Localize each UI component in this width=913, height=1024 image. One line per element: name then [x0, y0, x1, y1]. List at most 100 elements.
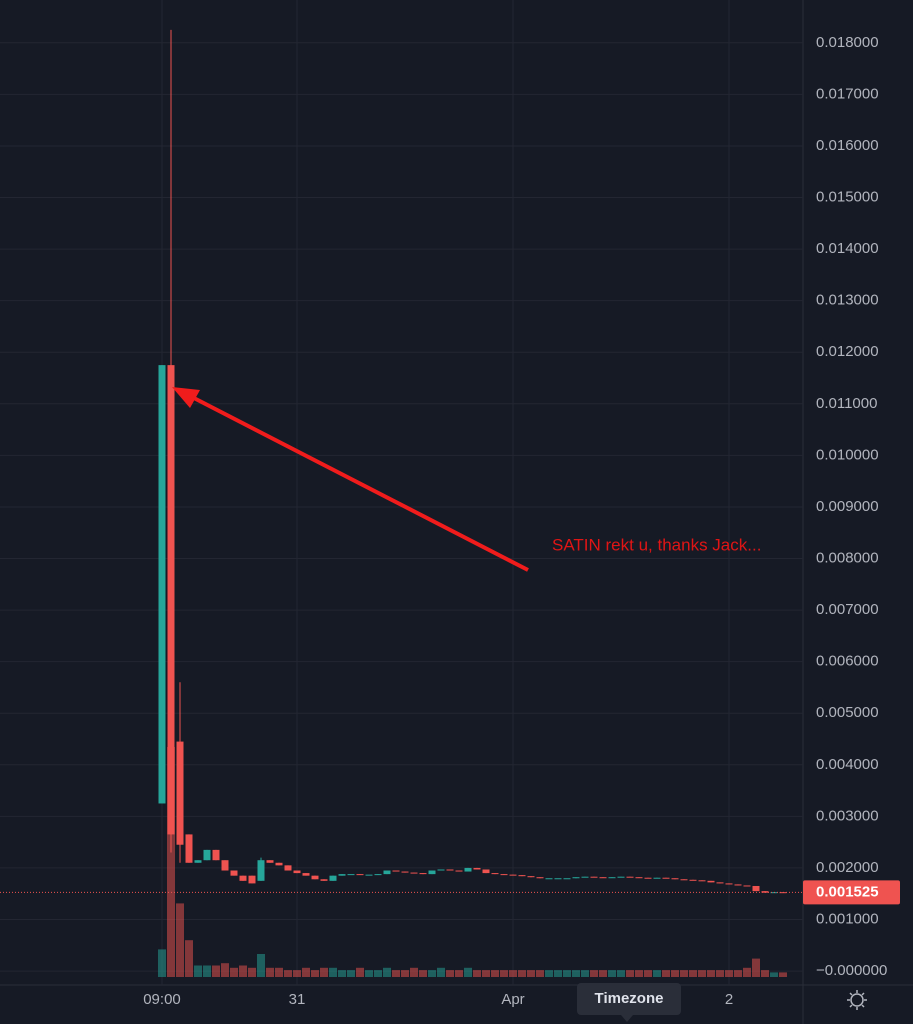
volume-bar — [482, 970, 490, 977]
candle-body — [158, 365, 166, 804]
candle-body — [257, 860, 265, 881]
annotation-arrow — [189, 394, 529, 572]
candle-body — [230, 870, 238, 876]
volume-bar — [338, 970, 346, 977]
volume-bar — [734, 970, 742, 977]
volume-bar — [266, 967, 274, 977]
volume-bar — [527, 970, 535, 977]
candle-body — [743, 885, 751, 887]
volume-bar — [284, 970, 292, 977]
volume-bar — [257, 954, 265, 977]
candle-body — [500, 874, 508, 876]
candle-body — [572, 877, 580, 879]
volume-bar — [320, 967, 328, 977]
candle-body — [599, 877, 607, 879]
candle-body — [410, 872, 418, 874]
y-tick-label: −0.000000 — [816, 962, 887, 979]
candle-body — [311, 875, 319, 880]
candle-body — [608, 877, 616, 879]
volume-bar — [599, 970, 607, 977]
candle-body — [203, 849, 211, 861]
candle-body — [392, 870, 400, 872]
volume-bar — [221, 963, 229, 977]
candle-body — [563, 878, 571, 880]
axes: 0.018000 0.017000 0.016000 0.015000 0.014000… — [0, 34, 900, 1008]
volume-bar — [518, 970, 526, 977]
candle-body — [365, 874, 373, 876]
timezone-label[interactable]: Timezone — [595, 990, 664, 1007]
candle-body — [590, 876, 598, 878]
x-tick-label: 09:00 — [143, 991, 181, 1008]
volume-bar — [437, 967, 445, 977]
volume-bar — [545, 970, 553, 977]
candle-body — [509, 874, 517, 876]
y-tick-label: 0.003000 — [816, 807, 879, 824]
volume-bar — [590, 970, 598, 977]
candle-body — [383, 870, 391, 875]
volume-bar — [194, 965, 202, 977]
y-tick-label: 0.017000 — [816, 85, 879, 102]
settings-icon[interactable] — [847, 990, 867, 1010]
candle-body — [356, 874, 364, 876]
candle-body — [554, 878, 562, 880]
y-tick-label: 0.009000 — [816, 498, 879, 515]
candle-body — [374, 874, 382, 876]
candle-body — [671, 878, 679, 880]
volume-bar — [419, 970, 427, 977]
y-tick-label: 0.007000 — [816, 601, 879, 618]
candle-body — [284, 865, 292, 871]
volume-bar — [536, 970, 544, 977]
volume-bar — [230, 967, 238, 977]
volume-bar — [707, 970, 715, 977]
volume-bar — [743, 967, 751, 977]
volume-bar — [185, 940, 193, 977]
volume-bar — [329, 967, 337, 977]
volume-bar — [347, 970, 355, 977]
candle-body — [176, 741, 184, 845]
candle-body — [329, 875, 337, 881]
volume-bar — [374, 970, 382, 977]
candle-body — [464, 867, 472, 872]
candle-body — [275, 862, 283, 866]
volume-bar — [275, 967, 283, 977]
candle-body — [455, 870, 463, 872]
volume-bar — [644, 970, 652, 977]
candle-body — [401, 871, 409, 873]
candle-body — [581, 876, 589, 878]
volume-bar — [716, 970, 724, 977]
candle-body — [221, 860, 229, 871]
volume-bar — [176, 903, 184, 977]
candle-body — [293, 870, 301, 874]
volume-bar — [617, 970, 625, 977]
volume-bar — [770, 972, 778, 977]
candle-body — [482, 869, 490, 874]
volume-bar — [509, 970, 517, 977]
arrow-head — [172, 387, 200, 408]
x-tick-label: Apr — [501, 991, 524, 1008]
volume-bar — [383, 967, 391, 977]
volume-bar — [491, 970, 499, 977]
candle-body — [167, 365, 175, 835]
y-tick-label: 0.001000 — [816, 910, 879, 927]
candle-body — [698, 880, 706, 882]
candle-body — [266, 860, 274, 863]
volume-bar — [698, 970, 706, 977]
candle-body — [617, 876, 625, 878]
volume-bar — [473, 970, 481, 977]
timezone-tooltip[interactable] — [577, 983, 681, 1015]
volume-bar — [410, 967, 418, 977]
y-tick-label: 0.016000 — [816, 137, 879, 154]
volume-bar — [662, 970, 670, 977]
y-tick-label: 0.018000 — [816, 34, 879, 51]
volume-bar — [500, 970, 508, 977]
volume-bar — [401, 970, 409, 977]
candle-body — [536, 877, 544, 879]
candle-body — [689, 879, 697, 881]
y-tick-label: 0.006000 — [816, 653, 879, 670]
y-tick-label: 0.010000 — [816, 446, 879, 463]
candle-body — [212, 849, 220, 861]
volume-bar — [689, 970, 697, 977]
volume-bar — [635, 970, 643, 977]
y-tick-label: 0.004000 — [816, 756, 879, 773]
